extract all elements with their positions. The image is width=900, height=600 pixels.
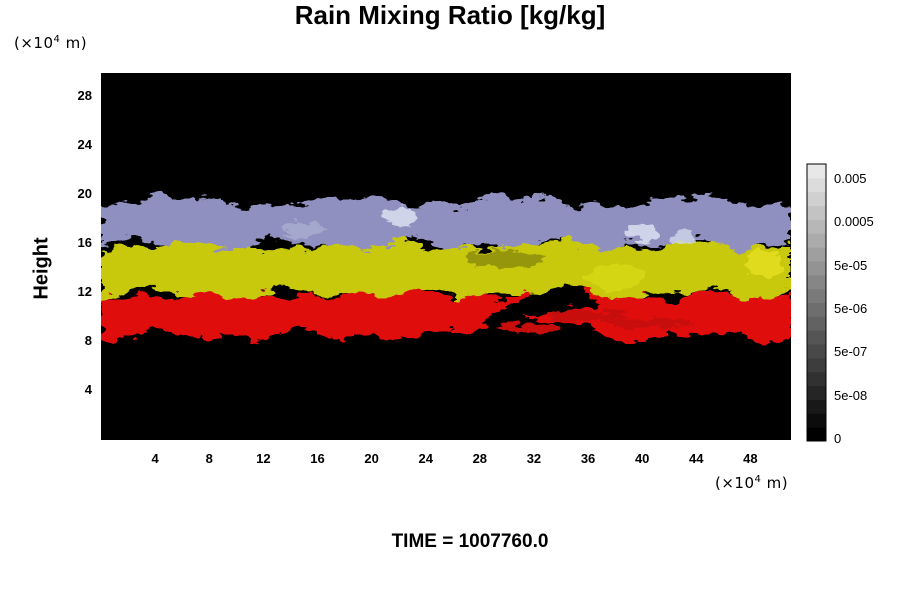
- colorbar: [806, 163, 827, 442]
- y-axis-unit: (×104 m): [14, 34, 88, 52]
- y-tick-label: 24: [77, 137, 92, 153]
- x-tick-label: 48: [743, 451, 758, 466]
- colorbar-level: [807, 260, 826, 276]
- colorbar-level: [807, 247, 826, 262]
- x-tick-label: 40: [634, 451, 650, 466]
- colorbar-level: [807, 357, 826, 373]
- field-layer-2: [101, 193, 791, 252]
- colorbar-level: [807, 427, 826, 442]
- field-streak: [548, 310, 629, 321]
- field-highlight: [626, 224, 659, 243]
- colorbar-level: [807, 371, 826, 387]
- field-highlight: [466, 249, 547, 268]
- colorbar-level: [807, 316, 826, 331]
- colorbar-level: [807, 330, 826, 345]
- colorbar-tick-label: 5e-07: [834, 344, 868, 360]
- x-axis-unit: (×104 m): [715, 474, 789, 492]
- field-highlight: [745, 251, 782, 280]
- colorbar-tick-label: 0.0005: [834, 214, 874, 230]
- field-streak: [497, 322, 558, 333]
- field-layer-0: [101, 285, 791, 344]
- x-tick-label: 12: [256, 451, 271, 466]
- colorbar-level: [807, 399, 826, 414]
- x-tick-label: 28: [472, 451, 488, 466]
- x-tick-label: 16: [310, 451, 325, 466]
- y-tick-label: 20: [77, 186, 92, 202]
- x-tick-label: 4: [151, 451, 159, 466]
- field-highlight: [380, 207, 417, 228]
- x-tick-label: 36: [580, 451, 596, 466]
- colorbar-level: [807, 177, 826, 193]
- time-label: TIME = 1007760.0: [391, 531, 549, 552]
- colorbar-tick-label: 5e-06: [834, 301, 868, 316]
- colorbar-tick-label: 0.005: [834, 171, 867, 186]
- colorbar-tick-label: 5e-08: [834, 387, 868, 403]
- y-tick-label: 8: [84, 333, 92, 349]
- field-streak: [603, 317, 694, 328]
- colorbar-level: [807, 205, 826, 220]
- x-tick-label: 20: [364, 451, 379, 466]
- colorbar-frame: [806, 163, 827, 442]
- colorbar-level: [807, 233, 826, 248]
- y-tick-label: 12: [77, 284, 92, 300]
- colorbar-level: [807, 344, 826, 359]
- colorbar-level: [807, 385, 826, 400]
- chart-title: Rain Mixing Ratio [kg/kg]: [294, 0, 606, 30]
- colorbar-level: [807, 191, 826, 207]
- x-tick-label: 32: [526, 451, 542, 466]
- x-tick-label: 8: [205, 451, 213, 466]
- colorbar-level: [807, 302, 826, 317]
- colorbar-level: [807, 274, 826, 290]
- field-highlight: [670, 229, 695, 244]
- colorbar-level: [807, 219, 826, 234]
- x-tick-label: 24: [418, 451, 433, 466]
- y-tick-label: 4: [84, 382, 92, 398]
- colorbar-level: [807, 288, 826, 303]
- field-highlight: [585, 263, 646, 292]
- y-tick-label: 16: [77, 235, 92, 251]
- colorbar-tick-label: 5e-05: [834, 257, 868, 273]
- colorbar-level: [807, 413, 826, 428]
- colorbar-tick-label: 0: [834, 431, 842, 446]
- y-tick-label: 28: [77, 88, 92, 104]
- rain-field: [101, 193, 791, 344]
- field-highlight: [281, 221, 326, 238]
- x-tick-label: 44: [689, 451, 704, 466]
- colorbar-level: [807, 164, 826, 179]
